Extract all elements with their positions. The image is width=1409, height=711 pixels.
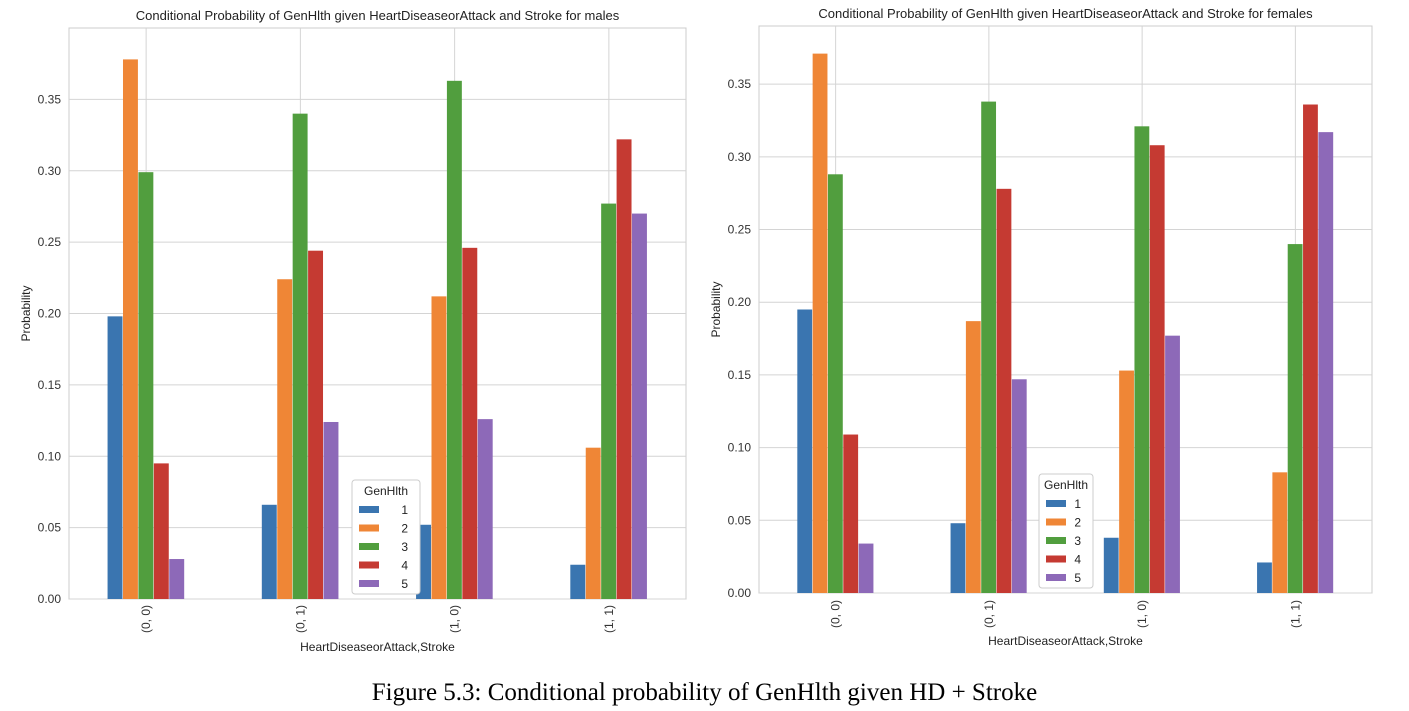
bar-series-1-cat-1 [797,309,813,593]
bar-series-5-cat-3 [1165,335,1180,593]
bar-series-3-cat-2 [981,101,997,593]
y-tick-label: 0.20 [728,295,752,309]
bar-series-1-cat-2 [261,504,277,599]
legend-swatch-4 [359,561,379,569]
x-tick-label: (0, 0) [139,605,153,633]
chart-title: Conditional Probability of GenHlth given… [818,6,1313,21]
bar-series-1-cat-3 [1103,537,1119,593]
y-tick-label: 0.15 [38,378,62,392]
bar-series-2-cat-4 [1272,472,1288,593]
figure-caption: Figure 5.3: Conditional probability of G… [371,679,1038,706]
legend-label-4: 4 [401,559,408,573]
legend-label-3: 3 [1074,534,1081,548]
bar-series-2-cat-3 [1119,370,1134,593]
bar-series-5-cat-1 [858,543,874,593]
chart-panel-2: 0.00 0.05 0.10 0.15 0.20 0.25 0.30 0.35 (0, 0) (0… [709,6,1373,648]
legend-swatch-2 [1046,518,1066,526]
x-axis-label: HeartDiseaseorAttack,Stroke [988,634,1143,648]
legend-label-2: 2 [401,522,408,536]
bar-series-3-cat-3 [1134,126,1150,593]
legend: GenHlth 1 2 3 4 5 [1038,473,1094,589]
bar-series-4-cat-3 [1149,145,1165,593]
bar-series-2-cat-1 [122,59,138,599]
legend-label-5: 5 [401,577,408,591]
bar-series-3-cat-1 [138,172,154,599]
bar-series-5-cat-4 [632,213,647,599]
bar-series-4-cat-2 [996,188,1012,593]
legend-swatch-3 [359,543,379,550]
y-tick-label: 0.05 [728,513,752,527]
bar-series-1-cat-4 [1257,562,1272,593]
bar-series-4-cat-3 [462,247,478,599]
y-tick-label: 0.10 [728,441,752,455]
y-tick-label: 0.30 [38,164,62,178]
legend-title: GenHlth [1044,478,1088,492]
bar-series-1-cat-4 [570,564,586,599]
bar-series-4-cat-4 [1303,104,1318,593]
bar-series-2-cat-2 [965,321,981,593]
x-tick-label: (1, 1) [602,605,616,633]
legend-swatch-4 [1046,555,1066,563]
x-tick-label: (1, 0) [1135,600,1149,628]
bar-series-5-cat-3 [477,419,493,599]
y-tick-label: 0.25 [728,223,752,237]
bar-series-1-cat-1 [107,316,123,599]
y-tick-label: 0.25 [38,235,62,249]
y-tick-label: 0.20 [38,307,62,321]
bar-series-3-cat-4 [1287,244,1303,593]
y-axis-label: Probability [19,285,33,341]
bar-series-3-cat-1 [827,174,843,594]
bar-series-5-cat-4 [1318,132,1334,593]
bar-series-2-cat-2 [277,279,293,599]
legend-swatch-5 [359,580,379,587]
bar-series-4-cat-2 [308,250,324,599]
x-axis-label: HeartDiseaseorAttack,Stroke [300,640,455,654]
bar-series-2-cat-4 [585,447,601,599]
bar-series-1-cat-2 [950,523,966,593]
legend-label-3: 3 [401,540,408,554]
y-tick-label: 0.35 [38,92,62,106]
bar-series-4-cat-1 [153,463,169,599]
bar-series-5-cat-2 [1011,379,1027,593]
legend-label-2: 2 [1074,516,1081,530]
bar-series-5-cat-1 [169,559,185,599]
legend-swatch-1 [359,506,379,513]
legend-swatch-2 [359,524,379,532]
legend-label-1: 1 [1074,497,1081,511]
legend-swatch-3 [1046,537,1066,544]
x-tick-label: (1, 1) [1288,600,1302,628]
x-tick-label: (0, 1) [982,600,996,628]
y-tick-label: 0.15 [728,368,752,382]
bar-series-5-cat-2 [323,421,339,599]
legend-title: GenHlth [364,484,408,498]
legend-swatch-1 [1046,500,1066,507]
x-tick-label: (0, 1) [293,605,307,633]
bar-series-2-cat-1 [812,53,828,594]
y-tick-label: 0.05 [38,521,62,535]
legend: GenHlth 1 2 3 4 5 [351,479,421,595]
legend-label-4: 4 [1074,553,1081,567]
bar-series-4-cat-4 [616,139,632,599]
bar-series-3-cat-4 [601,203,617,599]
y-tick-label: 0.00 [728,586,752,600]
chart-title: Conditional Probability of GenHlth given… [136,8,620,23]
y-tick-label: 0.10 [38,449,62,463]
chart-panel-1: 0.00 0.05 0.10 0.15 0.20 0.25 0.30 0.35 (0, 0) (0… [19,8,687,654]
y-axis-label: Probability [709,281,723,337]
bar-series-3-cat-3 [446,80,462,599]
y-tick-label: 0.35 [728,77,752,91]
y-tick-label: 0.30 [728,150,752,164]
bar-series-3-cat-2 [292,113,308,600]
bar-series-4-cat-1 [843,434,859,593]
legend-swatch-5 [1046,574,1066,581]
legend-label-5: 5 [1074,571,1081,585]
bar-series-2-cat-3 [431,296,447,599]
y-tick-label: 0.00 [38,592,62,606]
x-tick-label: (1, 0) [448,605,462,633]
legend-label-1: 1 [401,503,408,517]
x-tick-label: (0, 0) [829,600,843,628]
